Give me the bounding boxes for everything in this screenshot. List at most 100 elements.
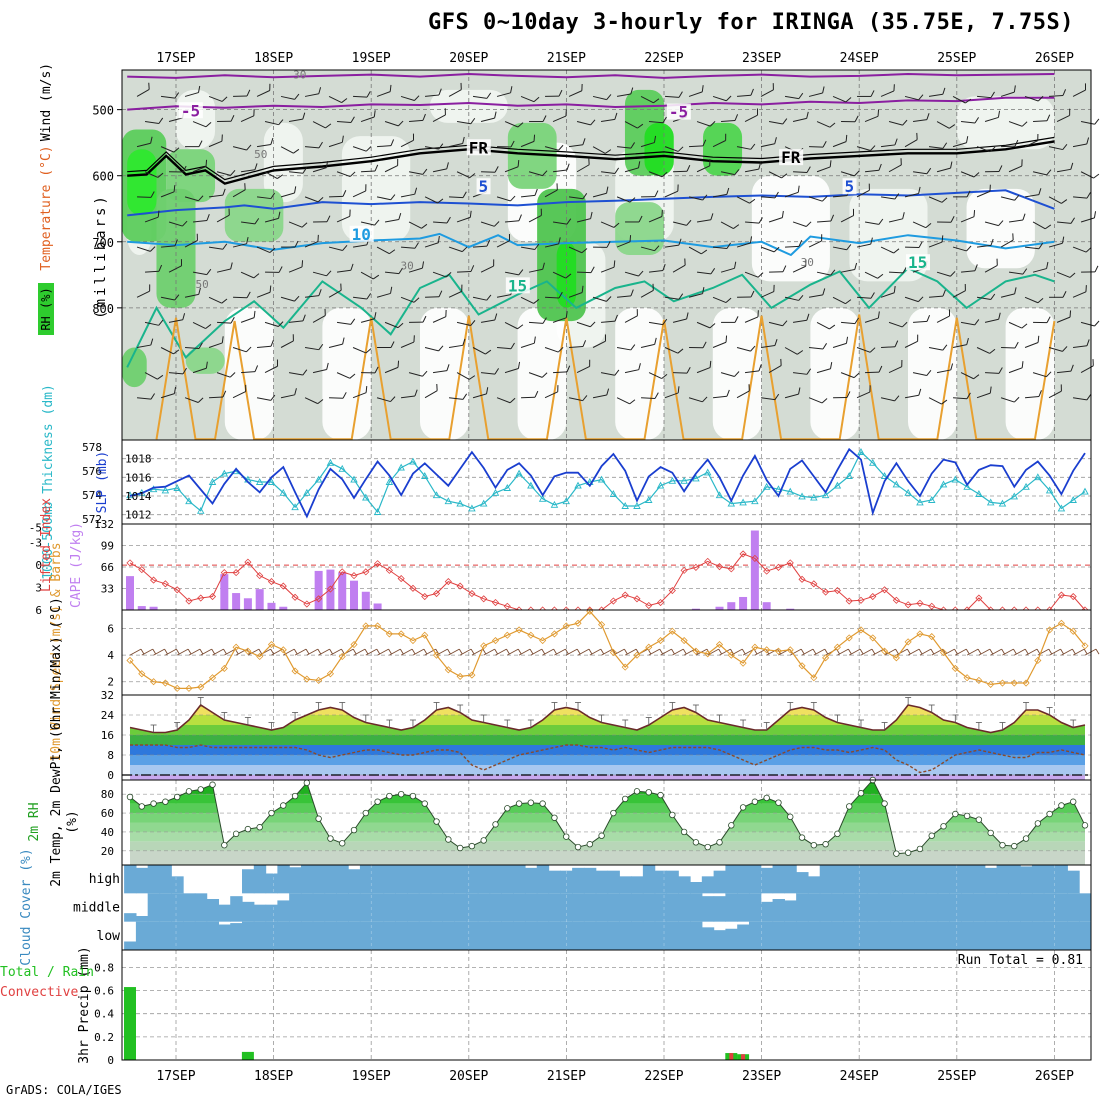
wind-barb	[330, 648, 342, 656]
wind-barb	[566, 365, 571, 373]
wind-barb	[1069, 310, 1072, 318]
wind-barb	[469, 210, 472, 218]
wind-speed-point	[751, 643, 759, 651]
wind-barb	[496, 240, 510, 248]
wind-barb	[829, 324, 836, 330]
cloud-bar	[725, 893, 738, 922]
wind-barb	[566, 218, 572, 225]
wind-barb	[302, 369, 308, 376]
rh-point	[492, 821, 499, 828]
wind-barb	[1024, 648, 1029, 655]
cloud-bar	[407, 865, 420, 894]
wind-barb	[160, 347, 174, 355]
thickness-point	[892, 480, 901, 488]
wind-speed-point	[185, 684, 193, 692]
wind-barb	[936, 315, 950, 323]
wind-barb	[253, 310, 256, 318]
thickness-point	[161, 486, 170, 494]
wind-barb	[630, 289, 634, 296]
wind-barb	[184, 293, 199, 298]
wind-barb	[617, 146, 632, 149]
wind-barb	[140, 648, 145, 655]
cloud-bar	[737, 893, 750, 922]
cloud-bar	[996, 865, 1009, 894]
wind-barb	[774, 339, 778, 346]
wind-barb	[448, 648, 460, 656]
wind-barb	[192, 166, 207, 173]
lifted-index-point	[857, 596, 865, 604]
wind-barb	[1036, 648, 1041, 655]
wind-barb	[352, 392, 367, 399]
wind-barb	[857, 296, 872, 299]
wind-barb	[486, 92, 492, 99]
y-tick-label: 500	[92, 104, 114, 118]
wind-barb	[568, 196, 583, 200]
wind-barb	[696, 219, 711, 223]
wind-barb	[1072, 648, 1076, 655]
wind-barb	[423, 648, 428, 655]
cloud-bar	[807, 921, 821, 950]
wind-barb	[469, 173, 476, 179]
wind-barb	[664, 244, 679, 248]
cloud-bar	[937, 893, 951, 922]
wind-barb	[424, 146, 439, 150]
wind-barb	[165, 648, 177, 656]
wind-barb	[790, 648, 802, 656]
wind-barb	[701, 85, 704, 92]
wind-barb	[176, 648, 189, 656]
cloud-bar	[772, 899, 785, 922]
wind-barb	[288, 118, 303, 123]
rh-point	[574, 843, 582, 851]
wind-speed-point	[432, 651, 441, 659]
y-tick-label: 0	[107, 1054, 114, 1067]
wind-barb	[888, 321, 903, 328]
wind-barb	[1093, 173, 1100, 179]
day-label-top: 17SEP	[156, 51, 195, 66]
credit-text: GrADS: COLA/IGES	[6, 1083, 122, 1097]
wind-barb	[1008, 271, 1023, 275]
wind-barb	[582, 395, 588, 401]
lifted-index-point	[739, 550, 747, 558]
wind-barb	[990, 293, 996, 300]
wind-barb	[860, 648, 873, 656]
thickness-point	[798, 492, 806, 500]
wind-barb	[1021, 361, 1024, 368]
wind-barb	[870, 145, 876, 151]
wind-barb	[726, 389, 730, 397]
contour-label: 30	[801, 256, 814, 269]
wind-barb	[757, 310, 759, 317]
lifted-index-point	[185, 597, 193, 605]
wind-barb	[256, 196, 272, 200]
wind-barb	[528, 171, 543, 177]
wind-barb	[829, 122, 836, 128]
contour-label: 5	[479, 177, 489, 196]
wind-barb	[349, 373, 356, 379]
wind-barb	[996, 258, 998, 266]
wind-barb	[374, 219, 380, 226]
lifted-index-point	[409, 584, 417, 592]
wind-barb	[1086, 137, 1090, 145]
wind-barb	[1049, 94, 1064, 97]
wind-barb	[912, 372, 927, 377]
wind-barb	[606, 94, 612, 100]
wind-barb	[624, 315, 638, 323]
cloud-bar	[914, 921, 927, 950]
wind-barb	[1022, 213, 1026, 221]
wind-barb	[696, 271, 712, 275]
cloud-bar	[642, 865, 656, 894]
wind-barb	[798, 239, 803, 247]
cloud-bar	[831, 921, 844, 950]
wind-barb	[390, 286, 393, 294]
isotherm-line	[155, 314, 1056, 441]
wind-barb	[312, 271, 327, 277]
thickness-point	[1034, 473, 1042, 481]
wind-barb	[1060, 648, 1065, 655]
cloud-bar	[819, 921, 833, 950]
contour-label: 15	[508, 276, 527, 295]
wind-barb	[590, 266, 595, 273]
wind-barb	[1062, 89, 1067, 96]
wind-speed-point	[1081, 642, 1089, 650]
wind-speed-point	[291, 667, 299, 675]
wind-barb	[640, 343, 655, 348]
wind-barb	[486, 239, 491, 247]
